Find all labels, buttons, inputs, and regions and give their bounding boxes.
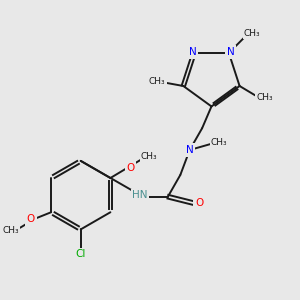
- Text: CH₃: CH₃: [2, 226, 19, 235]
- Text: CH₃: CH₃: [256, 93, 273, 102]
- Text: HN: HN: [132, 190, 148, 200]
- Text: O: O: [195, 198, 203, 208]
- Text: CH₃: CH₃: [141, 152, 158, 161]
- Text: CH₃: CH₃: [244, 29, 260, 38]
- Text: Cl: Cl: [76, 249, 86, 259]
- Text: N: N: [186, 145, 194, 155]
- Text: N: N: [189, 47, 196, 57]
- Text: O: O: [27, 214, 35, 224]
- Text: CH₃: CH₃: [211, 138, 228, 147]
- Text: CH₃: CH₃: [148, 77, 165, 86]
- Text: O: O: [127, 163, 135, 173]
- Text: N: N: [226, 47, 234, 57]
